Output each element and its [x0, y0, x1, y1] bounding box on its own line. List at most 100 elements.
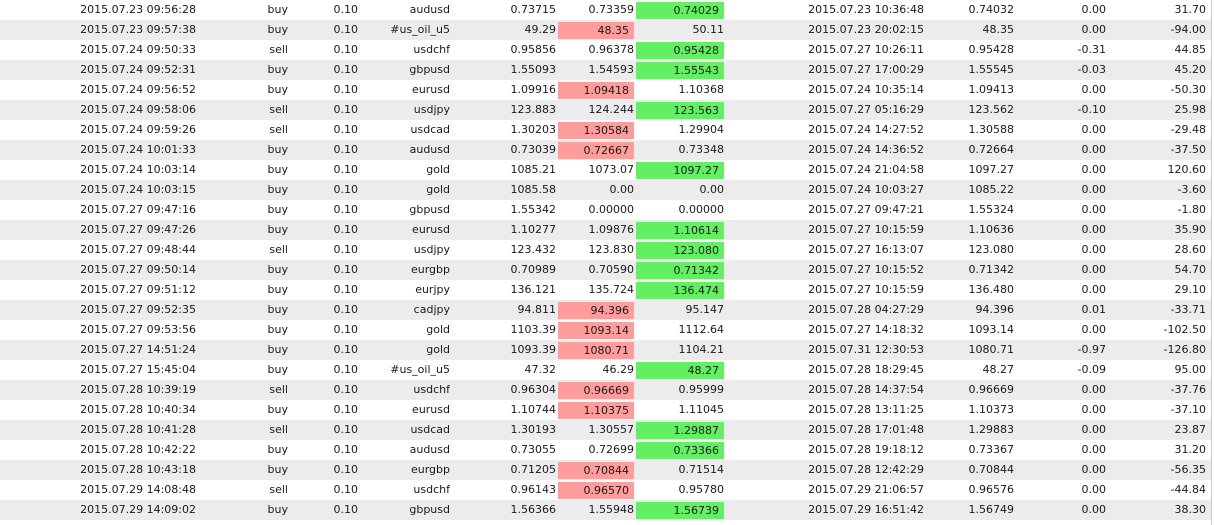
take-profit-cell: 0.95780: [678, 483, 725, 496]
stop-loss-cell: 124.244: [588, 103, 635, 116]
symbol-cell: eurusd: [412, 223, 450, 236]
table-row[interactable]: 2015.07.24 10:01:33 buy 0.10 audusd 0.73…: [0, 140, 1211, 160]
table-row[interactable]: 2015.07.27 09:53:56 buy 0.10 gold 1103.3…: [0, 320, 1211, 340]
table-row[interactable]: 2015.07.28 10:39:19 sell 0.10 usdchf 0.9…: [0, 380, 1211, 400]
take-profit-cell: 0.00: [699, 183, 725, 196]
swap-cell: 0.00: [1081, 23, 1107, 36]
profit-cell: -37.50: [1170, 143, 1206, 156]
close-price-cell: 0.73367: [968, 443, 1015, 456]
symbol-cell: audusd: [409, 3, 450, 16]
symbol-cell: audusd: [409, 443, 450, 456]
open-time-cell: 2015.07.27 15:45:04: [80, 363, 196, 376]
table-row[interactable]: 2015.07.28 10:43:18 buy 0.10 eurgbp 0.71…: [0, 460, 1211, 480]
open-time-cell: 2015.07.24 09:50:33: [80, 43, 196, 56]
type-cell: sell: [269, 123, 288, 136]
take-profit-cell: 123.080: [636, 242, 724, 259]
size-cell: 0.10: [333, 483, 359, 496]
table-row[interactable]: 2015.07.24 10:03:15 buy 0.10 gold 1085.5…: [0, 180, 1211, 200]
profit-cell: -94.00: [1170, 23, 1206, 36]
take-profit-cell: 0.74029: [636, 2, 724, 19]
swap-cell: 0.01: [1081, 303, 1107, 316]
symbol-cell: eurjpy: [415, 283, 450, 296]
size-cell: 0.10: [333, 23, 359, 36]
close-time-cell: 2015.07.24 10:35:14: [808, 83, 924, 96]
table-row[interactable]: 2015.07.28 10:40:34 buy 0.10 eurusd 1.10…: [0, 400, 1211, 420]
symbol-cell: usdjpy: [413, 243, 450, 256]
close-price-cell: 123.562: [968, 103, 1015, 116]
symbol-cell: usdcad: [410, 123, 450, 136]
stop-loss-cell: 1.55948: [588, 503, 635, 516]
type-cell: buy: [267, 503, 288, 516]
table-row[interactable]: 2015.07.24 09:59:26 sell 0.10 usdcad 1.3…: [0, 120, 1211, 140]
table-row[interactable]: 2015.07.24 09:52:31 buy 0.10 gbpusd 1.55…: [0, 60, 1211, 80]
size-cell: 0.10: [333, 103, 359, 116]
table-row[interactable]: 2015.07.24 09:58:06 sell 0.10 usdjpy 123…: [0, 100, 1211, 120]
table-row[interactable]: 2015.07.24 09:50:33 sell 0.10 usdchf 0.9…: [0, 40, 1211, 60]
table-row[interactable]: 2015.07.27 09:50:14 buy 0.10 eurgbp 0.70…: [0, 260, 1211, 280]
stop-loss-cell: 0.00: [609, 183, 635, 196]
profit-cell: 44.85: [1174, 43, 1207, 56]
table-row[interactable]: 2015.07.23 09:57:38 buy 0.10 #us_oil_u5 …: [0, 20, 1211, 40]
table-row[interactable]: 2015.07.29 14:09:02 buy 0.10 gbpusd 1.56…: [0, 500, 1211, 520]
close-price-cell: 1.30588: [968, 123, 1015, 136]
profit-cell: -33.71: [1170, 303, 1206, 316]
swap-cell: -0.10: [1077, 103, 1106, 116]
take-profit-cell: 1112.64: [678, 323, 725, 336]
table-row[interactable]: 2015.07.28 10:42:22 buy 0.10 audusd 0.73…: [0, 440, 1211, 460]
open-time-cell: 2015.07.28 10:39:19: [80, 383, 196, 396]
swap-cell: 0.00: [1081, 443, 1107, 456]
swap-cell: 0.00: [1081, 323, 1107, 336]
size-cell: 0.10: [333, 83, 359, 96]
size-cell: 0.10: [333, 3, 359, 16]
table-row[interactable]: 2015.07.28 10:41:28 sell 0.10 usdcad 1.3…: [0, 420, 1211, 440]
stop-loss-cell: 0.00000: [588, 203, 635, 216]
take-profit-cell: 136.474: [636, 282, 724, 299]
stop-loss-cell: 135.724: [588, 283, 635, 296]
close-time-cell: 2015.07.27 14:18:32: [808, 323, 924, 336]
open-price-cell: 1103.39: [510, 323, 557, 336]
profit-cell: -126.80: [1163, 343, 1206, 356]
open-price-cell: 0.73055: [510, 443, 557, 456]
symbol-cell: gold: [426, 183, 450, 196]
type-cell: buy: [267, 63, 288, 76]
table-row[interactable]: 2015.07.27 14:51:24 buy 0.10 gold 1093.3…: [0, 340, 1211, 360]
swap-cell: -0.97: [1077, 343, 1106, 356]
close-time-cell: 2015.07.23 10:36:48: [808, 3, 924, 16]
size-cell: 0.10: [333, 503, 359, 516]
profit-cell: 28.60: [1174, 243, 1207, 256]
table-row[interactable]: 2015.07.29 14:08:48 sell 0.10 usdchf 0.9…: [0, 480, 1211, 500]
swap-cell: -0.03: [1077, 63, 1106, 76]
table-row[interactable]: 2015.07.24 09:56:52 buy 0.10 eurusd 1.09…: [0, 80, 1211, 100]
table-row[interactable]: 2015.07.27 09:48:44 sell 0.10 usdjpy 123…: [0, 240, 1211, 260]
table-row[interactable]: 2015.07.27 09:52:35 buy 0.10 cadjpy 94.8…: [0, 300, 1211, 320]
symbol-cell: gold: [426, 323, 450, 336]
table-row[interactable]: 2015.07.27 09:47:16 buy 0.10 gbpusd 1.55…: [0, 200, 1211, 220]
take-profit-cell: 1.29887: [636, 422, 724, 439]
size-cell: 0.10: [333, 203, 359, 216]
stop-loss-cell: 0.96570: [558, 482, 634, 499]
table-row[interactable]: 2015.07.24 10:03:14 buy 0.10 gold 1085.2…: [0, 160, 1211, 180]
close-price-cell: 94.396: [975, 303, 1015, 316]
open-price-cell: 94.811: [517, 303, 557, 316]
take-profit-cell: 1104.21: [678, 343, 725, 356]
open-time-cell: 2015.07.24 09:52:31: [80, 63, 196, 76]
take-profit-cell: 0.95428: [636, 42, 724, 59]
size-cell: 0.10: [333, 423, 359, 436]
table-row[interactable]: 2015.07.27 09:51:12 buy 0.10 eurjpy 136.…: [0, 280, 1211, 300]
table-row[interactable]: 2015.07.27 15:45:04 buy 0.10 #us_oil_u5 …: [0, 360, 1211, 380]
close-time-cell: 2015.07.27 09:47:21: [808, 203, 924, 216]
size-cell: 0.10: [333, 363, 359, 376]
swap-cell: 0.00: [1081, 203, 1107, 216]
open-time-cell: 2015.07.24 10:03:14: [80, 163, 196, 176]
swap-cell: 0.00: [1081, 143, 1107, 156]
size-cell: 0.10: [333, 243, 359, 256]
type-cell: buy: [267, 143, 288, 156]
symbol-cell: usdchf: [413, 483, 450, 496]
stop-loss-cell: 0.96669: [558, 382, 634, 399]
open-time-cell: 2015.07.27 09:48:44: [80, 243, 196, 256]
close-price-cell: 1.10373: [968, 403, 1015, 416]
table-row[interactable]: 2015.07.27 09:47:26 buy 0.10 eurusd 1.10…: [0, 220, 1211, 240]
open-price-cell: 0.95856: [510, 43, 557, 56]
table-row[interactable]: 2015.07.23 09:56:28 buy 0.10 audusd 0.73…: [0, 0, 1211, 20]
open-price-cell: 0.73715: [510, 3, 557, 16]
